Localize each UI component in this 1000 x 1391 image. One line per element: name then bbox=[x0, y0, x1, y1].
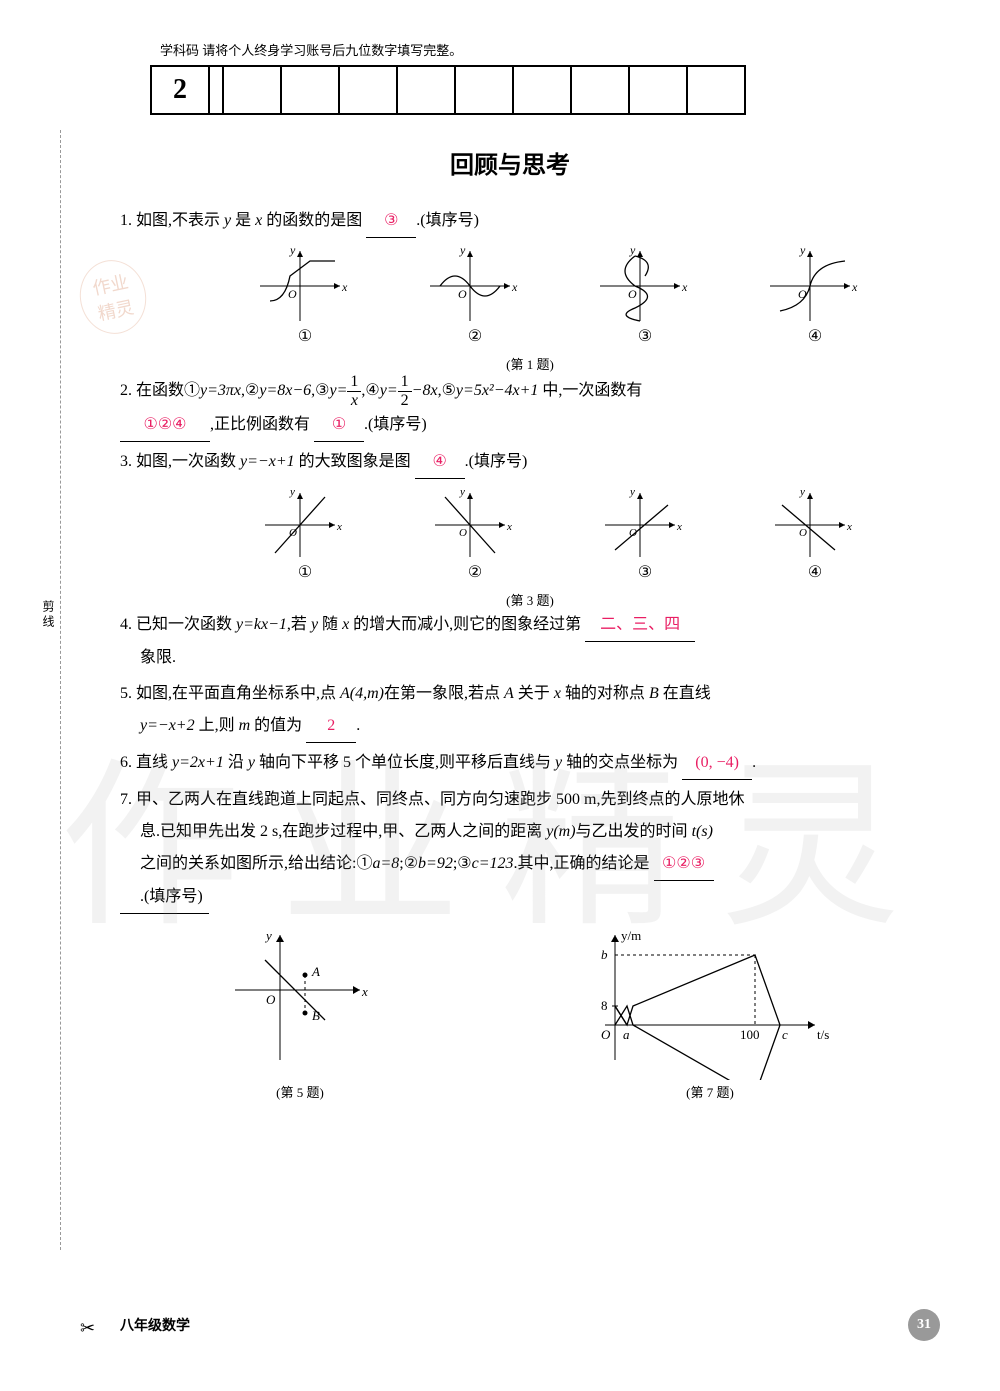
svg-text:O: O bbox=[601, 1027, 611, 1042]
svg-text:x: x bbox=[361, 984, 368, 999]
code-box-9[interactable] bbox=[686, 65, 746, 115]
code-box-7[interactable] bbox=[570, 65, 630, 115]
code-box-2[interactable] bbox=[280, 65, 340, 115]
cut-line-label: 剪 线 bbox=[40, 600, 57, 627]
svg-text:x: x bbox=[341, 280, 348, 294]
q1-caption: (第 1 题) bbox=[120, 354, 940, 373]
code-box-1[interactable] bbox=[222, 65, 282, 115]
q5-figure: xy O A B (第 5 题) bbox=[220, 930, 380, 1101]
q2-answer1: ①②④ bbox=[120, 409, 210, 442]
question-1: 1. 如图,不表示 y 是 x 的函数的是图 ③.(填序号) bbox=[120, 205, 940, 238]
svg-text:a: a bbox=[623, 1027, 630, 1042]
svg-text:x: x bbox=[506, 521, 512, 533]
page-number: 31 bbox=[908, 1309, 940, 1341]
svg-text:x: x bbox=[336, 521, 342, 533]
svg-text:O: O bbox=[288, 287, 297, 301]
svg-text:y: y bbox=[799, 487, 805, 498]
header-section: 学科码 请将个人终身学习账号后九位数字填写完整。 2 bbox=[80, 40, 940, 115]
svg-text:O: O bbox=[798, 287, 807, 301]
question-2: 2. 在函数①y=3πx,②y=8x−6,③y=1x,④y=12−8x,⑤y=5… bbox=[120, 373, 940, 442]
svg-text:x: x bbox=[676, 521, 682, 533]
code-box-8[interactable] bbox=[628, 65, 688, 115]
bottom-figures: xy O A B (第 5 题) t/s y/m O b 8 a 100 bbox=[120, 930, 940, 1101]
q4-answer: 二、三、四 bbox=[585, 609, 695, 642]
svg-text:c: c bbox=[782, 1027, 788, 1042]
q3-chart-3: xy O ③ bbox=[600, 487, 690, 582]
svg-text:x: x bbox=[846, 521, 852, 533]
q3-figures: xy O ① xy O ② xy O ③ bbox=[120, 487, 940, 582]
svg-text:O: O bbox=[458, 287, 467, 301]
svg-text:O: O bbox=[266, 992, 276, 1007]
svg-text:y: y bbox=[289, 487, 295, 498]
page-footer: 八年级数学 31 bbox=[90, 1309, 940, 1341]
svg-text:y: y bbox=[459, 246, 466, 257]
svg-text:t/s: t/s bbox=[817, 1027, 829, 1042]
svg-text:y: y bbox=[289, 246, 296, 257]
svg-text:y: y bbox=[629, 246, 636, 257]
svg-text:B: B bbox=[312, 1008, 320, 1023]
q1-chart-2: xy O ② bbox=[425, 246, 525, 346]
svg-text:y: y bbox=[459, 487, 465, 498]
q3-answer: ④ bbox=[415, 446, 465, 479]
svg-text:100: 100 bbox=[740, 1027, 760, 1042]
svg-text:y: y bbox=[799, 246, 806, 257]
q1-answer: ③ bbox=[366, 205, 416, 238]
page-title: 回顾与思考 bbox=[80, 145, 940, 180]
svg-text:O: O bbox=[799, 527, 807, 539]
question-4: 4. 已知一次函数 y=kx−1,若 y 随 x 的增大而减小,则它的图象经过第… bbox=[120, 609, 940, 674]
svg-text:O: O bbox=[459, 527, 467, 539]
svg-text:y: y bbox=[264, 930, 272, 943]
question-7: 7. 甲、乙两人在直线跑道上同起点、同终点、同方向匀速跑步 500 m,先到终点… bbox=[120, 784, 940, 914]
q1-chart-1: xy O ① bbox=[255, 246, 355, 346]
svg-text:x: x bbox=[681, 280, 688, 294]
svg-text:y/m: y/m bbox=[621, 930, 641, 943]
cut-line bbox=[60, 130, 61, 1250]
q7-figure: t/s y/m O b 8 a 100 c bbox=[580, 930, 840, 1101]
q1-chart-4: xy O ④ bbox=[765, 246, 865, 346]
svg-text:x: x bbox=[511, 280, 518, 294]
question-6: 6. 直线 y=2x+1 沿 y 轴向下平移 5 个单位长度,则平移后直线与 y… bbox=[120, 747, 940, 780]
code-box-4[interactable] bbox=[396, 65, 456, 115]
subject-label: 八年级数学 bbox=[120, 1315, 190, 1335]
q1-figures: xy O ① xy O ② xy O ③ bbox=[120, 246, 940, 346]
q6-answer: (0, −4) bbox=[682, 747, 752, 780]
q1-chart-3: xy O ③ bbox=[595, 246, 695, 346]
q3-chart-4: xy O ④ bbox=[770, 487, 860, 582]
q5-answer: 2 bbox=[306, 710, 356, 743]
svg-text:O: O bbox=[628, 287, 637, 301]
code-box-0[interactable]: 2 bbox=[150, 65, 210, 115]
svg-text:b: b bbox=[601, 947, 608, 962]
svg-text:y: y bbox=[629, 487, 635, 498]
code-box-5[interactable] bbox=[454, 65, 514, 115]
code-box-row: 2 bbox=[150, 65, 940, 115]
q7-answer: ①②③ bbox=[654, 848, 714, 881]
question-3: 3. 如图,一次函数 y=−x+1 的大致图象是图 ④.(填序号) bbox=[120, 446, 940, 479]
q3-chart-2: xy O ② bbox=[430, 487, 520, 582]
svg-text:A: A bbox=[311, 964, 320, 979]
header-instruction: 学科码 请将个人终身学习账号后九位数字填写完整。 bbox=[160, 40, 940, 59]
code-box-3[interactable] bbox=[338, 65, 398, 115]
code-box-6[interactable] bbox=[512, 65, 572, 115]
content-area: 1. 如图,不表示 y 是 x 的函数的是图 ③.(填序号) x y O ① x y… bbox=[120, 205, 940, 1101]
q2-answer2: ① bbox=[314, 409, 364, 442]
svg-text:8: 8 bbox=[601, 998, 608, 1013]
svg-text:x: x bbox=[851, 280, 858, 294]
q3-chart-1: xy O ① bbox=[260, 487, 350, 582]
q3-caption: (第 3 题) bbox=[120, 590, 940, 609]
question-5: 5. 如图,在平面直角坐标系中,点 A(4,m)在第一象限,若点 A 关于 x … bbox=[120, 678, 940, 743]
